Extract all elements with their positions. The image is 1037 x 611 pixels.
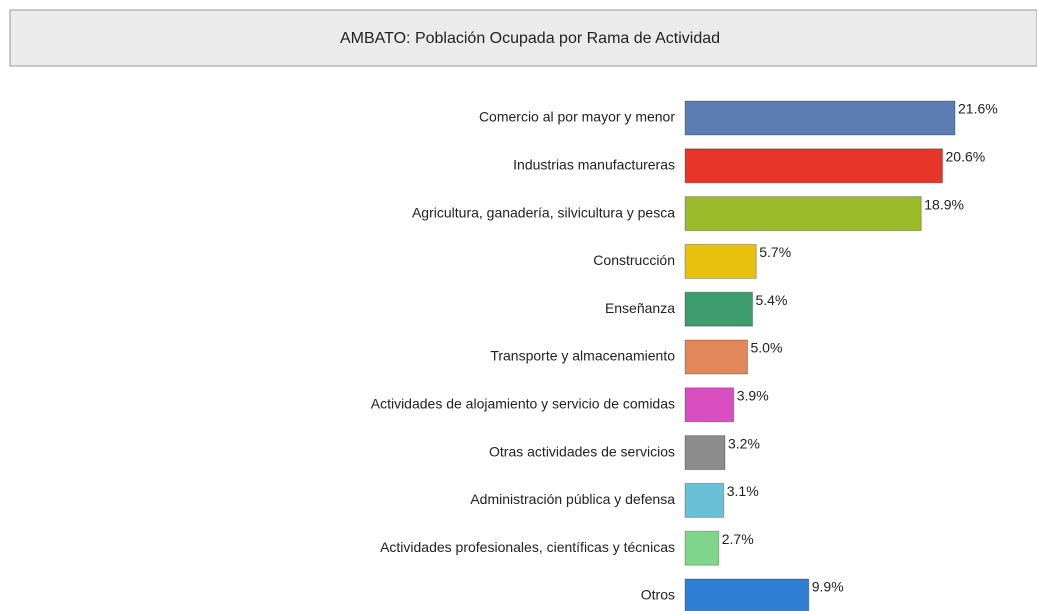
- value-label: 3.2%: [728, 435, 760, 451]
- value-label: 5.0%: [751, 340, 783, 356]
- value-label: 18.9%: [924, 196, 964, 212]
- category-label: Actividades de alojamiento y servicio de…: [371, 396, 675, 412]
- bar: [684, 196, 922, 232]
- value-label: 5.7%: [759, 244, 791, 260]
- category-label: Transporte y almacenamiento: [490, 348, 675, 364]
- bar: [684, 339, 748, 375]
- value-label: 3.1%: [727, 483, 759, 499]
- category-label: Administración pública y defensa: [470, 491, 675, 507]
- bar: [684, 100, 956, 136]
- value-label: 5.4%: [756, 292, 788, 308]
- value-label: 3.9%: [737, 388, 769, 404]
- category-label: Industrias manufactureras: [513, 157, 675, 173]
- chart-title: AMBATO: Población Ocupada por Rama de Ac…: [340, 30, 720, 47]
- category-label: Agricultura, ganadería, silvicultura y p…: [412, 204, 675, 220]
- bar: [684, 291, 753, 327]
- bar: [684, 578, 810, 611]
- value-label: 20.6%: [946, 149, 986, 165]
- category-label: Enseñanza: [605, 300, 675, 316]
- category-label: Construcción: [593, 252, 675, 268]
- category-label: Actividades profesionales, científicas y…: [380, 539, 675, 555]
- category-label: Otras actividades de servicios: [489, 443, 675, 459]
- bar: [684, 148, 943, 184]
- value-label: 21.6%: [958, 101, 998, 117]
- bar: [684, 243, 757, 279]
- category-label: Otros: [641, 587, 675, 603]
- bar: [684, 482, 725, 518]
- bar: [684, 387, 735, 423]
- value-label: 9.9%: [812, 579, 844, 595]
- value-label: 2.7%: [722, 531, 754, 547]
- title-bar: [9, 9, 1037, 67]
- category-label: Comercio al por mayor y menor: [479, 109, 675, 125]
- bar: [684, 530, 720, 566]
- bar: [684, 435, 726, 471]
